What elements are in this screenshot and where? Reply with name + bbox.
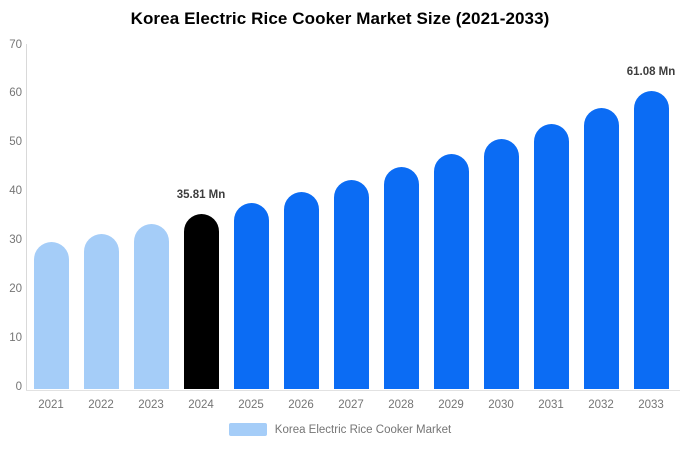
x-tick-label-2026: 2026	[288, 399, 314, 411]
x-tick-label-2028: 2028	[388, 399, 414, 411]
bar-2025[interactable]	[233, 203, 269, 389]
bar-2030[interactable]	[483, 139, 519, 389]
y-tick-label: 70	[9, 38, 22, 51]
bar-2028[interactable]	[383, 167, 419, 389]
bar-2021[interactable]	[33, 242, 69, 389]
y-tick-label: 60	[9, 87, 22, 100]
y-tick-label: 50	[9, 136, 22, 149]
value-label-2033: 61.08 Mn	[626, 65, 676, 78]
bar-2022[interactable]	[83, 233, 119, 389]
x-tick-label-2024: 2024	[188, 399, 214, 411]
value-label-2024: 35.81 Mn	[176, 189, 226, 202]
x-tick-label-2021: 2021	[38, 399, 64, 411]
x-axis-line	[26, 390, 680, 391]
y-tick-label: 10	[9, 331, 22, 344]
x-tick-label-2031: 2031	[538, 399, 564, 411]
x-tick-label-2025: 2025	[238, 399, 264, 411]
x-tick-label-2022: 2022	[88, 399, 114, 411]
legend-swatch[interactable]	[228, 423, 267, 436]
bar-2027[interactable]	[333, 179, 369, 389]
bar-2032[interactable]	[583, 107, 619, 389]
bar-2024[interactable]	[183, 214, 219, 389]
chart-title: Korea Electric Rice Cooker Market Size (…	[130, 9, 550, 28]
bar-2029[interactable]	[433, 153, 469, 389]
x-tick-label-2023: 2023	[138, 399, 164, 411]
bar-2031[interactable]	[533, 124, 569, 389]
y-axis-line	[26, 44, 27, 391]
x-tick-label-2027: 2027	[338, 399, 364, 411]
x-tick-label-2032: 2032	[588, 399, 614, 411]
legend-label[interactable]: Korea Electric Rice Cooker Market	[274, 423, 452, 436]
legend[interactable]: Korea Electric Rice Cooker Market	[0, 423, 680, 436]
y-tick-label: 30	[9, 233, 22, 246]
x-tick-label-2033: 2033	[638, 399, 664, 411]
y-tick-label: 20	[9, 282, 22, 295]
x-tick-label-2029: 2029	[438, 399, 464, 411]
bar-2023[interactable]	[133, 223, 169, 389]
y-tick-label: 0	[15, 380, 22, 393]
y-tick-label: 40	[9, 185, 22, 198]
x-tick-label-2030: 2030	[488, 399, 514, 411]
bar-2026[interactable]	[283, 192, 319, 389]
bar-2033[interactable]	[633, 90, 669, 389]
